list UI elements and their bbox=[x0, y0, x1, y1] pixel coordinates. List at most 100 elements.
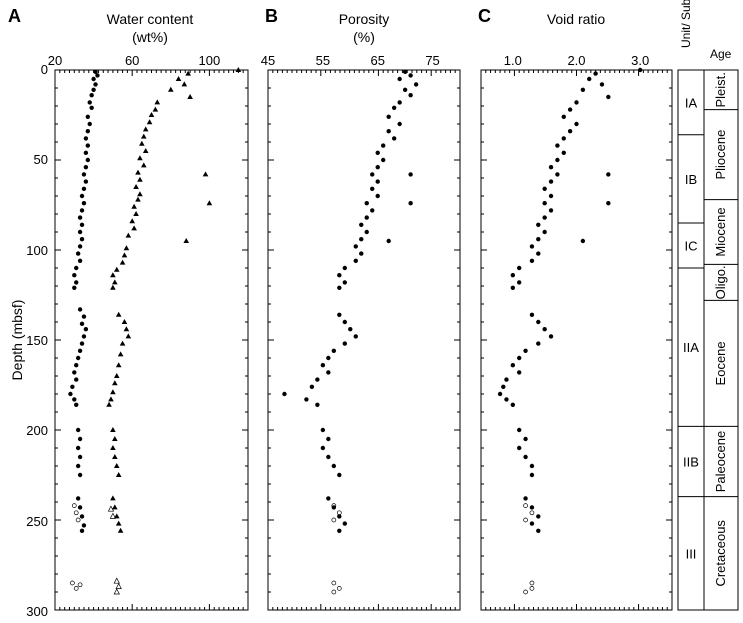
data-point bbox=[77, 505, 83, 510]
data-point-triangle bbox=[137, 155, 143, 161]
data-point-triangle bbox=[113, 463, 120, 468]
panels-layer: 20 60 100 45 55 65 75 1.0 2.0 3.0 bbox=[48, 53, 673, 611]
data-point-triangle bbox=[133, 211, 139, 216]
data-point bbox=[77, 215, 83, 220]
data-point bbox=[497, 391, 503, 397]
data-point bbox=[85, 143, 91, 148]
depth-tick-label: 100 bbox=[26, 243, 48, 258]
data-point bbox=[79, 193, 85, 199]
data-point bbox=[517, 280, 522, 285]
data-point bbox=[81, 186, 87, 191]
data-point bbox=[510, 402, 516, 407]
data-point-open bbox=[529, 580, 535, 586]
data-point bbox=[561, 114, 566, 120]
data-point bbox=[77, 472, 83, 478]
data-point bbox=[555, 157, 560, 163]
data-point-triangle bbox=[121, 252, 128, 258]
data-point bbox=[397, 76, 402, 82]
depth-tick-label: 250 bbox=[26, 514, 48, 529]
data-point bbox=[77, 244, 83, 249]
data-point bbox=[536, 528, 541, 533]
data-point bbox=[87, 100, 92, 105]
data-point bbox=[574, 100, 579, 105]
panel-b: 45 55 65 75 bbox=[261, 53, 461, 611]
unit-label: IIB bbox=[683, 455, 699, 470]
data-point-open bbox=[77, 582, 83, 588]
data-point bbox=[315, 402, 320, 407]
data-point bbox=[75, 445, 81, 451]
data-point bbox=[72, 370, 77, 375]
data-point bbox=[72, 285, 77, 290]
data-point bbox=[504, 377, 509, 382]
data-point bbox=[529, 505, 535, 510]
data-point bbox=[79, 514, 85, 519]
data-point bbox=[606, 172, 611, 177]
data-point bbox=[510, 363, 516, 368]
data-point-triangle bbox=[123, 326, 130, 332]
data-point bbox=[79, 341, 85, 346]
data-point bbox=[542, 327, 547, 332]
data-point bbox=[93, 69, 98, 75]
data-point bbox=[542, 201, 547, 206]
data-point bbox=[83, 327, 89, 332]
data-point bbox=[342, 341, 347, 346]
panel-a: 20 60 100 bbox=[48, 53, 249, 611]
data-point bbox=[77, 348, 83, 353]
data-point bbox=[320, 445, 326, 451]
data-point-triangle bbox=[140, 162, 147, 168]
data-point bbox=[375, 179, 380, 184]
data-point bbox=[83, 165, 89, 170]
data-point bbox=[309, 384, 315, 389]
data-point-triangle bbox=[110, 272, 116, 278]
data-point-triangle bbox=[117, 351, 124, 357]
data-point bbox=[364, 229, 369, 235]
data-point bbox=[381, 143, 386, 148]
data-point bbox=[342, 521, 347, 526]
data-point-triangle bbox=[133, 184, 139, 189]
data-point-triangle bbox=[110, 445, 116, 450]
data-point-triangle bbox=[142, 126, 149, 132]
plot-frame bbox=[480, 69, 673, 611]
data-point bbox=[413, 82, 419, 87]
data-point-open bbox=[529, 510, 535, 516]
age-header: Age bbox=[710, 47, 732, 61]
data-point-open bbox=[336, 510, 342, 516]
data-point-triangle bbox=[108, 396, 114, 402]
data-point bbox=[606, 201, 611, 206]
data-point bbox=[79, 208, 85, 213]
data-point bbox=[529, 258, 535, 263]
data-point bbox=[555, 172, 560, 177]
data-point-triangle bbox=[235, 67, 242, 72]
data-point bbox=[375, 150, 380, 155]
data-point bbox=[75, 463, 81, 469]
data-point bbox=[517, 355, 522, 361]
data-point-triangle bbox=[110, 389, 116, 395]
data-point-triangle bbox=[131, 203, 137, 209]
data-point-triangle bbox=[181, 81, 188, 87]
depth-tick-label: 50 bbox=[34, 152, 48, 167]
data-point bbox=[359, 222, 364, 227]
age-label: Eocene bbox=[713, 341, 728, 385]
data-point bbox=[353, 334, 358, 339]
data-point bbox=[536, 222, 541, 227]
x-tick-label: 2.0 bbox=[567, 53, 585, 68]
data-point-triangle bbox=[115, 362, 122, 368]
plot-frame bbox=[267, 69, 461, 611]
data-point bbox=[93, 82, 98, 87]
data-point-triangle bbox=[110, 427, 116, 432]
unit-label: IC bbox=[685, 239, 698, 254]
data-point bbox=[337, 472, 342, 478]
data-point bbox=[510, 285, 516, 290]
data-point bbox=[408, 73, 413, 78]
data-point bbox=[517, 265, 522, 271]
data-point bbox=[386, 114, 391, 120]
x-tick-label: 75 bbox=[425, 53, 439, 68]
stratigraphy-column: IA IB IC IIA IIB III Pleist. Pliocene Miocene Oli… bbox=[677, 69, 739, 611]
data-point bbox=[83, 150, 89, 155]
data-point bbox=[77, 436, 83, 442]
data-point-triangle bbox=[123, 245, 130, 251]
data-point bbox=[75, 496, 81, 501]
data-point-triangle bbox=[121, 319, 128, 324]
data-point bbox=[637, 67, 643, 73]
data-point bbox=[593, 71, 598, 76]
